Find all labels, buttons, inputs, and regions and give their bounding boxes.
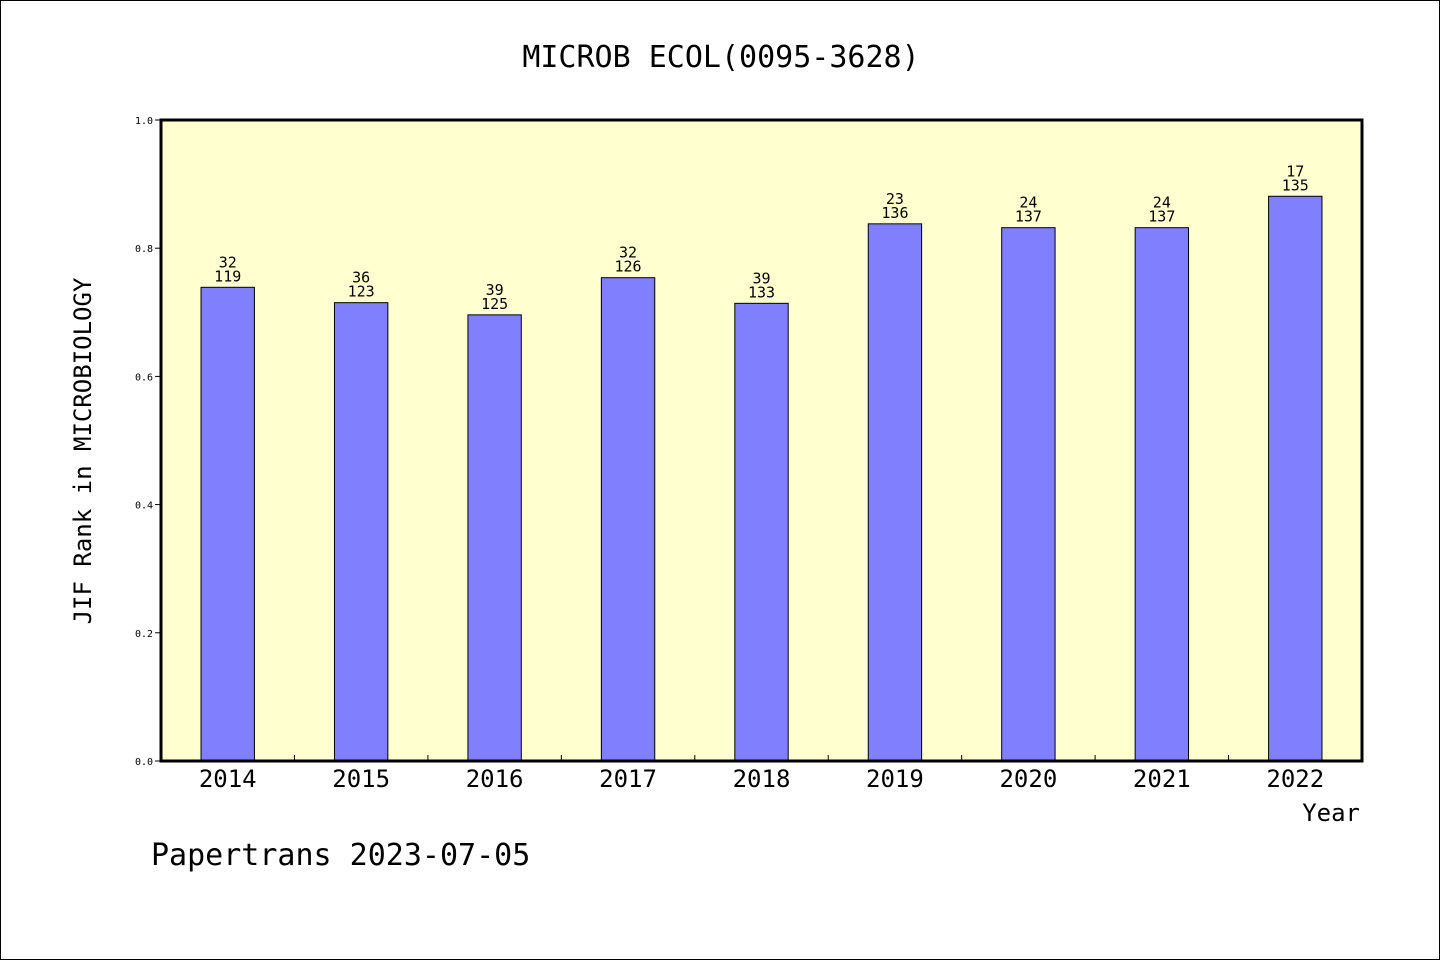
y-tick-label: 0.2 (135, 629, 153, 640)
bar-rank-label: 39 (752, 269, 770, 287)
plot-border (159, 118, 1364, 763)
x-axis-ticks: 2014 2015 2016 2017 2018 2019 2020 2021 2022 (199, 755, 1324, 793)
bar (1134, 227, 1190, 762)
bar (333, 302, 389, 762)
bar-rank-label: 17 (1286, 162, 1304, 180)
x-tick-label: 2020 (999, 765, 1057, 793)
bar-rank-label: 32 (619, 244, 637, 262)
y-tick-label: 0.4 (135, 501, 153, 512)
y-axis-ticks: 0.0 0.2 0.4 0.6 0.8 1.0 (135, 116, 161, 768)
x-axis-label: Year (1302, 799, 1360, 827)
bar-total-label: 136 (881, 204, 908, 222)
x-tick-label: 2021 (1133, 765, 1191, 793)
bar-rank-label: 24 (1019, 194, 1037, 212)
bar-total-label: 126 (615, 258, 642, 276)
bar-total-label: 125 (481, 295, 508, 313)
bar (734, 302, 789, 762)
bar (867, 223, 923, 762)
bar-total-label: 123 (348, 283, 375, 301)
bar (1001, 227, 1056, 762)
bar (200, 286, 255, 762)
y-axis-label: JIF Rank in MICROBIOLOGY (69, 277, 97, 624)
bar (467, 314, 522, 762)
x-tick-label: 2018 (733, 765, 791, 793)
footer-text: Papertrans 2023-07-05 (151, 838, 530, 873)
bar-rank-label: 23 (886, 190, 904, 208)
y-tick-label: 1.0 (135, 116, 153, 127)
x-tick-label: 2014 (199, 765, 257, 793)
chart-title: MICROB ECOL(0095-3628) (522, 40, 919, 75)
y-tick-label: 0.6 (135, 372, 153, 383)
bar-rank-label: 39 (486, 281, 504, 299)
bar-total-label: 135 (1282, 176, 1309, 194)
bar (600, 277, 656, 762)
bar (1268, 195, 1323, 762)
x-tick-label: 2017 (599, 765, 657, 793)
bar-rank-label: 36 (352, 269, 370, 287)
bar-total-label: 119 (214, 267, 241, 285)
bar-total-label: 137 (1148, 208, 1175, 226)
bar-total-label: 133 (748, 283, 775, 301)
bar-rank-label: 24 (1153, 194, 1171, 212)
x-tick-label: 2022 (1266, 765, 1324, 793)
y-tick-label: 0.8 (135, 244, 153, 255)
x-tick-label: 2016 (466, 765, 524, 793)
x-tick-label: 2019 (866, 765, 924, 793)
x-tick-label: 2015 (332, 765, 390, 793)
bar-rank-label: 32 (219, 253, 237, 271)
y-tick-label: 0.0 (135, 757, 153, 768)
bar-total-label: 137 (1015, 208, 1042, 226)
